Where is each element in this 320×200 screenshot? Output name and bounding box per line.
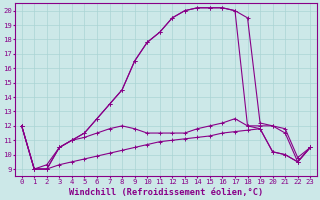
X-axis label: Windchill (Refroidissement éolien,°C): Windchill (Refroidissement éolien,°C) (69, 188, 263, 197)
